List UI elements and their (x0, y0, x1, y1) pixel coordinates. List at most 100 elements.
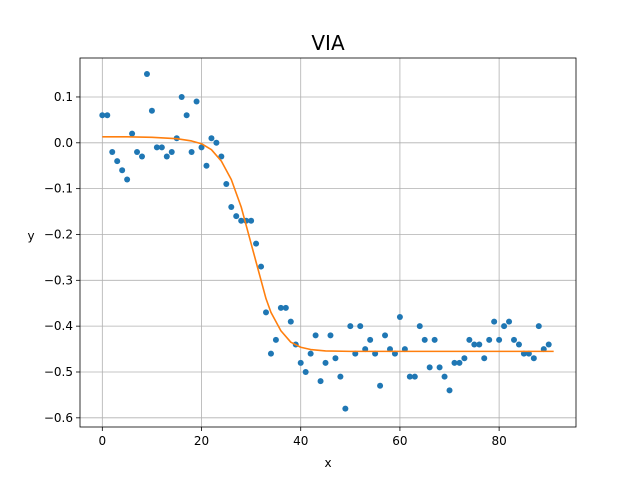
data-point (312, 332, 319, 339)
data-point (466, 336, 473, 343)
data-point (496, 336, 503, 343)
data-point (322, 359, 329, 366)
grid-lines (80, 58, 576, 427)
data-point (109, 148, 116, 155)
data-point (511, 336, 517, 343)
data-point (416, 323, 423, 330)
data-point (114, 158, 121, 165)
data-point (327, 332, 334, 339)
data-point (332, 355, 339, 362)
data-point (178, 93, 185, 100)
x-tick-label: 0 (98, 434, 106, 448)
data-point (441, 373, 448, 380)
y-tick-label: −0.5 (44, 365, 73, 379)
data-point (129, 130, 136, 137)
data-point (382, 332, 389, 339)
data-point (471, 341, 478, 348)
y-tick-label: −0.4 (44, 319, 73, 333)
data-point (277, 304, 284, 311)
data-point (139, 153, 145, 160)
data-point (506, 318, 513, 325)
data-point (396, 313, 403, 320)
data-point (461, 355, 468, 362)
axes-frame (79, 57, 577, 428)
ticks: 0 20 40 60 80 0.1 0.0 −0.1 −0.2 −0.3 −0.4 −0.5 −0.6 (44, 90, 507, 448)
data-point (426, 364, 433, 371)
data-point (446, 387, 453, 394)
data-point (143, 71, 150, 78)
data-layer (99, 71, 554, 412)
data-point (188, 148, 195, 155)
data-point (476, 341, 483, 348)
y-axis-label: y (27, 229, 34, 243)
data-point (208, 135, 215, 142)
data-point (347, 323, 354, 330)
x-tick-label: 40 (293, 434, 308, 448)
data-point (297, 359, 304, 366)
data-point (104, 112, 111, 119)
data-point (456, 359, 463, 366)
data-point (248, 217, 255, 224)
data-point (421, 336, 428, 343)
data-point (124, 176, 131, 183)
data-point (287, 318, 294, 325)
data-point (119, 167, 126, 174)
data-point (272, 336, 279, 343)
data-point (436, 364, 443, 371)
data-point (481, 355, 488, 362)
data-point (134, 148, 141, 155)
data-point (238, 217, 245, 224)
data-point (153, 144, 160, 151)
data-point (491, 318, 498, 325)
data-point (342, 405, 349, 412)
y-tick-label: −0.6 (44, 411, 73, 425)
data-point (258, 263, 265, 270)
data-point (302, 368, 309, 375)
data-point (213, 139, 220, 146)
y-tick-label: −0.1 (44, 182, 73, 196)
fit-curve (102, 136, 554, 353)
data-point (198, 144, 205, 151)
data-point (233, 213, 240, 220)
data-point (223, 181, 230, 188)
data-point (377, 382, 384, 389)
data-point (267, 350, 274, 357)
data-point (411, 373, 418, 380)
x-tick-label: 20 (194, 434, 209, 448)
data-point (163, 153, 170, 160)
data-point (535, 323, 542, 330)
y-tick-label: −0.3 (44, 273, 73, 287)
data-point (530, 355, 537, 362)
data-point (183, 112, 190, 119)
data-point (545, 341, 552, 348)
y-tick-label: 0.0 (54, 136, 73, 150)
data-point (253, 240, 260, 247)
data-point (193, 98, 200, 105)
data-point (357, 323, 364, 330)
plot-area (80, 58, 576, 427)
data-point (263, 309, 269, 316)
data-point (218, 153, 225, 160)
x-axis-label: x (324, 456, 331, 470)
y-tick-label: 0.1 (54, 90, 73, 104)
data-point (307, 350, 314, 357)
data-point (337, 373, 344, 380)
data-point (317, 378, 324, 385)
data-point (99, 112, 106, 119)
x-tick-label: 80 (491, 434, 506, 448)
data-point (451, 359, 458, 366)
data-point (431, 336, 438, 343)
data-point (168, 148, 175, 155)
data-point (486, 336, 493, 343)
y-tick-label: −0.2 (44, 227, 73, 241)
chart-title: VIA (311, 31, 345, 55)
data-point (515, 341, 522, 348)
data-point (282, 304, 289, 311)
data-point (228, 203, 235, 210)
data-point (367, 336, 374, 343)
data-point (148, 107, 155, 114)
data-point (203, 162, 210, 169)
data-point (406, 373, 413, 380)
